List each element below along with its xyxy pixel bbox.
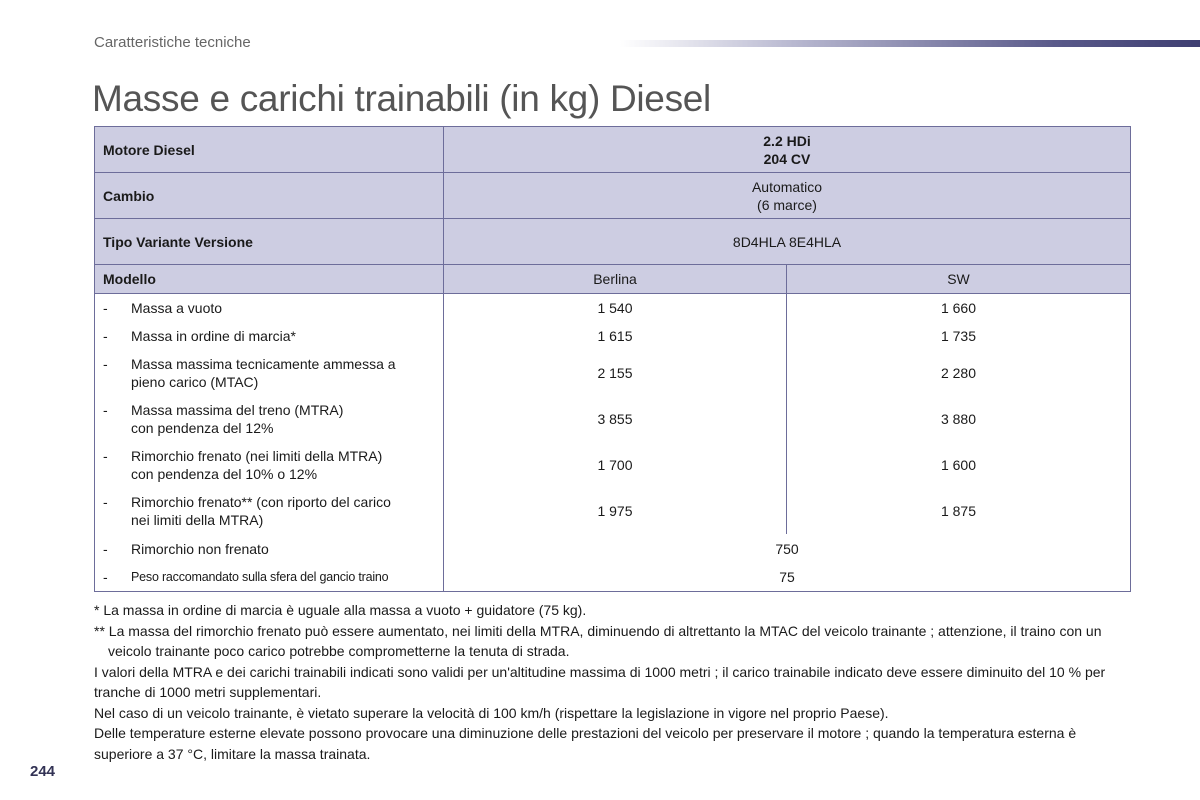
cell-motore-label: Motore Diesel	[94, 126, 444, 173]
row-label: - Massa a vuoto	[94, 293, 444, 322]
row-value-berlina: 1 975	[443, 487, 787, 534]
row-value-sw: 1 600	[786, 441, 1131, 488]
cell-motore-value: 2.2 HDi 204 CV	[443, 126, 1131, 173]
cell-cambio-label: Cambio	[94, 172, 444, 219]
cell-modello-berlina: Berlina	[443, 264, 787, 294]
cell-tipo-value: 8D4HLA 8E4HLA	[443, 218, 1131, 265]
row-label: - Rimorchio frenato** (con riporto del ca…	[94, 487, 444, 534]
row-value-berlina: 1 540	[443, 293, 787, 322]
cambio-value-line2: (6 marce)	[757, 196, 817, 213]
footnotes: * La massa in ordine di marcia è uguale …	[94, 600, 1130, 764]
table-row: - Massa in ordine di marcia* 1 615 1 735	[94, 321, 1131, 350]
page-title: Masse e carichi trainabili (in kg) Diese…	[92, 78, 711, 119]
cell-modello-sw: SW	[786, 264, 1131, 294]
page-number: 244	[30, 763, 56, 780]
row-value-sw: 2 280	[786, 349, 1131, 396]
specs-table: Motore Diesel 2.2 HDi 204 CV Cambio Auto…	[94, 126, 1131, 592]
table-row-tipo: Tipo Variante Versione 8D4HLA 8E4HLA	[94, 218, 1131, 265]
note-4: Nel caso di un veicolo trainante, è viet…	[94, 704, 889, 721]
row-value-berlina: 1 615	[443, 321, 787, 350]
row-value-both: 75	[443, 563, 1131, 592]
row-value-sw: 3 880	[786, 395, 1131, 442]
table-row-motore: Motore Diesel 2.2 HDi 204 CV	[94, 126, 1131, 173]
table-row: - Peso raccomandato sulla sfera del ganci…	[94, 563, 1131, 592]
row-label: - Massa in ordine di marcia*	[94, 321, 444, 350]
row-value-sw: 1 875	[786, 487, 1131, 534]
row-value-sw: 1 735	[786, 321, 1131, 350]
note-1: * La massa in ordine di marcia è uguale …	[94, 602, 587, 618]
row-label: - Massa massima tecnicamente ammessa a pie…	[94, 349, 444, 396]
row-label: - Massa massima del treno (MTRA) con pende…	[94, 395, 444, 442]
cambio-value-line1: Automatico	[751, 178, 823, 195]
table-row-cambio: Cambio Automatico (6 marce)	[94, 172, 1131, 219]
cell-modello-label: Modello	[94, 264, 444, 294]
table-row: - Massa massima tecnicamente ammessa a pie…	[94, 349, 1131, 396]
table-row: - Rimorchio frenato (nei limiti della MTR…	[94, 441, 1131, 488]
table-row: - Massa massima del treno (MTRA) con pende…	[94, 395, 1131, 442]
section-label: Caratteristiche tecniche	[94, 34, 251, 51]
table-row: - Rimorchio non frenato 750	[94, 533, 1131, 564]
row-value-berlina: 2 155	[443, 349, 787, 396]
row-label: - Rimorchio non frenato	[94, 533, 444, 564]
note-3: I valori della MTRA e dei carichi traina…	[94, 663, 1106, 701]
motore-value-line2: 204 CV	[763, 150, 811, 167]
header-decorative-bar	[620, 40, 1200, 47]
table-row: - Rimorchio frenato** (con riporto del ca…	[94, 487, 1131, 534]
row-label: - Rimorchio frenato (nei limiti della MTR…	[94, 441, 444, 488]
motore-value-line1: 2.2 HDi	[763, 132, 811, 149]
row-value-both: 750	[443, 533, 1131, 564]
cell-tipo-label: Tipo Variante Versione	[94, 218, 444, 265]
table-row: - Massa a vuoto 1 540 1 660	[94, 293, 1131, 322]
row-value-berlina: 3 855	[443, 395, 787, 442]
row-value-sw: 1 660	[786, 293, 1131, 322]
note-5: Delle temperature esterne elevate posson…	[94, 725, 1077, 762]
row-value-berlina: 1 700	[443, 441, 787, 488]
cell-cambio-value: Automatico (6 marce)	[443, 172, 1131, 219]
note-2: ** La massa del rimorchio frenato può es…	[94, 622, 1102, 660]
table-row-modello: Modello Berlina SW	[94, 264, 1131, 294]
row-label: - Peso raccomandato sulla sfera del ganci…	[94, 563, 444, 592]
